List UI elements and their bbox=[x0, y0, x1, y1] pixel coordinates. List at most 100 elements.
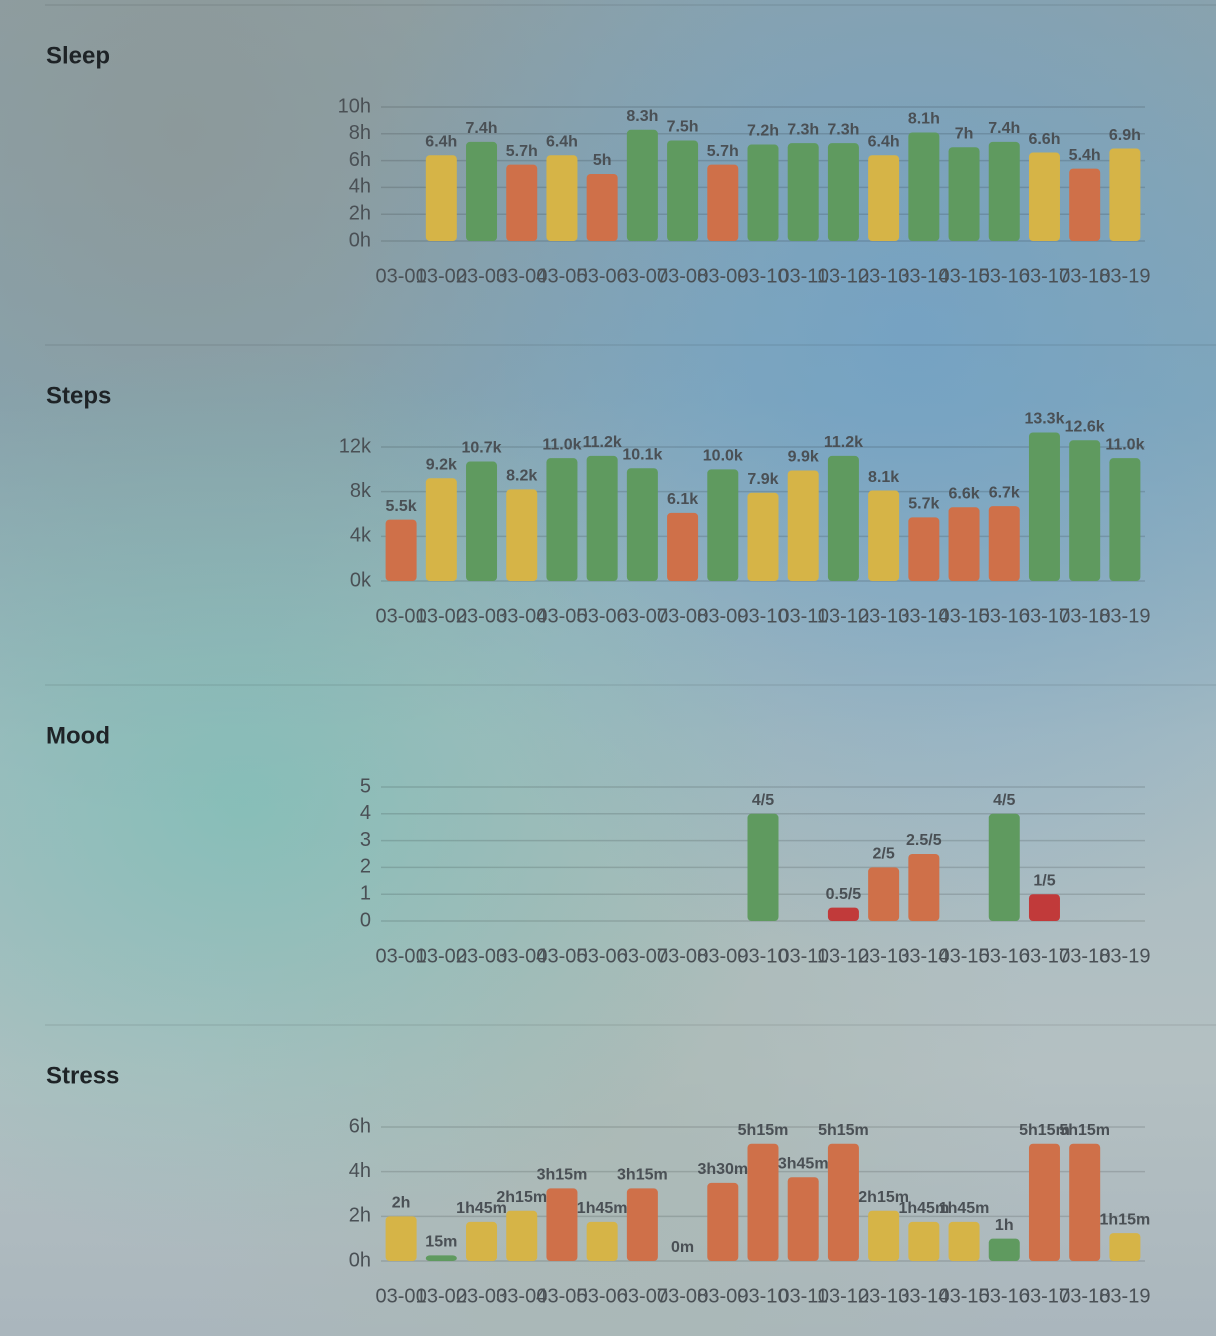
value-label: 7.4h bbox=[466, 120, 498, 137]
value-label: 2h15m bbox=[496, 1189, 547, 1206]
value-label: 5h15m bbox=[1019, 1122, 1070, 1139]
value-label: 4/5 bbox=[752, 792, 774, 809]
value-label: 5.7h bbox=[506, 143, 538, 160]
value-label: 8.1k bbox=[868, 469, 899, 486]
value-label: 8.3h bbox=[626, 108, 658, 125]
value-label: 4/5 bbox=[993, 792, 1015, 809]
bar bbox=[827, 907, 859, 921]
x-tick-label: 03-10 bbox=[737, 265, 788, 287]
x-tick-label: 03-14 bbox=[898, 265, 949, 287]
bar bbox=[1028, 152, 1060, 241]
value-label: 6.4h bbox=[868, 133, 900, 150]
value-label: 11.0k bbox=[1105, 436, 1144, 453]
y-tick-label: 0k bbox=[350, 569, 372, 591]
value-label: 7.2h bbox=[747, 123, 779, 140]
x-tick-label: 03-05 bbox=[536, 265, 587, 287]
bar bbox=[747, 492, 779, 581]
value-label: 1h45m bbox=[577, 1200, 628, 1217]
x-tick-label: 03-11 bbox=[778, 265, 828, 287]
x-tick-label: 03-14 bbox=[898, 945, 949, 967]
x-tick-label: 03-13 bbox=[858, 605, 909, 627]
x-tick-label: 03-19 bbox=[1099, 605, 1150, 627]
bar bbox=[546, 1188, 578, 1261]
value-label: 5.4h bbox=[1069, 147, 1101, 164]
x-tick-label: 03-07 bbox=[617, 945, 668, 967]
x-tick-label: 03-06 bbox=[577, 945, 628, 967]
y-tick-label: 8h bbox=[349, 122, 371, 144]
y-tick-label: 0 bbox=[360, 909, 371, 931]
y-tick-label: 3 bbox=[360, 829, 371, 851]
value-label: 6.1k bbox=[667, 491, 698, 508]
value-label: 6.6k bbox=[948, 486, 979, 503]
bar bbox=[868, 155, 900, 241]
y-tick-label: 2h bbox=[349, 202, 371, 224]
x-tick-label: 03-16 bbox=[979, 1285, 1030, 1307]
y-tick-label: 0h bbox=[349, 1249, 371, 1271]
value-label: 1/5 bbox=[1033, 872, 1055, 889]
x-tick-label: 03-06 bbox=[577, 1285, 628, 1307]
y-tick-label: 6h bbox=[349, 149, 371, 171]
value-label: 1h45m bbox=[456, 1200, 507, 1217]
value-label: 7.3h bbox=[787, 121, 819, 138]
bar bbox=[1028, 432, 1060, 581]
bar bbox=[707, 469, 739, 581]
bar bbox=[908, 132, 940, 241]
value-label: 1h bbox=[995, 1217, 1014, 1234]
bar bbox=[1109, 148, 1141, 241]
bar bbox=[586, 455, 618, 581]
x-tick-label: 03-19 bbox=[1099, 1285, 1150, 1307]
x-tick-label: 03-02 bbox=[416, 945, 467, 967]
x-tick-label: 03-16 bbox=[979, 605, 1030, 627]
value-label: 12.6k bbox=[1065, 419, 1105, 436]
bar bbox=[988, 141, 1020, 241]
y-tick-label: 10h bbox=[338, 95, 371, 117]
section-title: Mood bbox=[46, 722, 110, 749]
x-tick-label: 03-15 bbox=[938, 1285, 989, 1307]
value-label: 1h45m bbox=[939, 1200, 990, 1217]
x-tick-label: 03-19 bbox=[1099, 945, 1150, 967]
value-label: 0m bbox=[671, 1239, 694, 1256]
x-tick-label: 03-02 bbox=[416, 265, 467, 287]
x-tick-label: 03-08 bbox=[657, 605, 708, 627]
value-label: 11.0k bbox=[542, 436, 581, 453]
bar bbox=[908, 1221, 940, 1261]
y-tick-label: 5 bbox=[360, 775, 371, 797]
bar bbox=[988, 506, 1020, 581]
bar bbox=[747, 144, 779, 241]
x-tick-label: 03-15 bbox=[938, 605, 989, 627]
x-tick-label: 03-04 bbox=[496, 605, 547, 627]
x-tick-label: 03-12 bbox=[818, 945, 869, 967]
y-tick-label: 2h bbox=[349, 1205, 371, 1227]
bar bbox=[948, 1221, 980, 1261]
y-tick-label: 8k bbox=[350, 480, 372, 502]
bar bbox=[626, 1188, 658, 1261]
bar bbox=[1109, 458, 1141, 581]
value-label: 2h15m bbox=[858, 1189, 909, 1206]
value-label: 6.9h bbox=[1109, 127, 1141, 144]
x-tick-label: 03-08 bbox=[657, 1285, 708, 1307]
value-label: 5.5k bbox=[386, 498, 417, 515]
value-label: 1h15m bbox=[1100, 1211, 1151, 1228]
x-tick-label: 03-08 bbox=[657, 945, 708, 967]
x-tick-label: 03-17 bbox=[1019, 945, 1070, 967]
bar bbox=[466, 1221, 498, 1261]
x-tick-label: 03-15 bbox=[938, 945, 989, 967]
value-label: 9.9k bbox=[788, 449, 819, 466]
bar bbox=[466, 461, 498, 581]
x-tick-label: 03-03 bbox=[456, 605, 507, 627]
bar bbox=[747, 813, 779, 921]
value-label: 5h15m bbox=[818, 1122, 869, 1139]
x-tick-label: 03-18 bbox=[1059, 1285, 1110, 1307]
bar bbox=[827, 1143, 859, 1261]
x-tick-label: 03-12 bbox=[818, 605, 869, 627]
x-tick-label: 03-08 bbox=[657, 265, 708, 287]
value-label: 3h15m bbox=[537, 1167, 588, 1184]
x-tick-label: 03-11 bbox=[778, 945, 828, 967]
bar bbox=[667, 140, 699, 241]
x-tick-label: 03-13 bbox=[858, 1285, 909, 1307]
bar bbox=[868, 1210, 900, 1261]
x-tick-label: 03-15 bbox=[938, 265, 989, 287]
bar bbox=[1069, 440, 1101, 581]
value-label: 5.7h bbox=[707, 143, 739, 160]
